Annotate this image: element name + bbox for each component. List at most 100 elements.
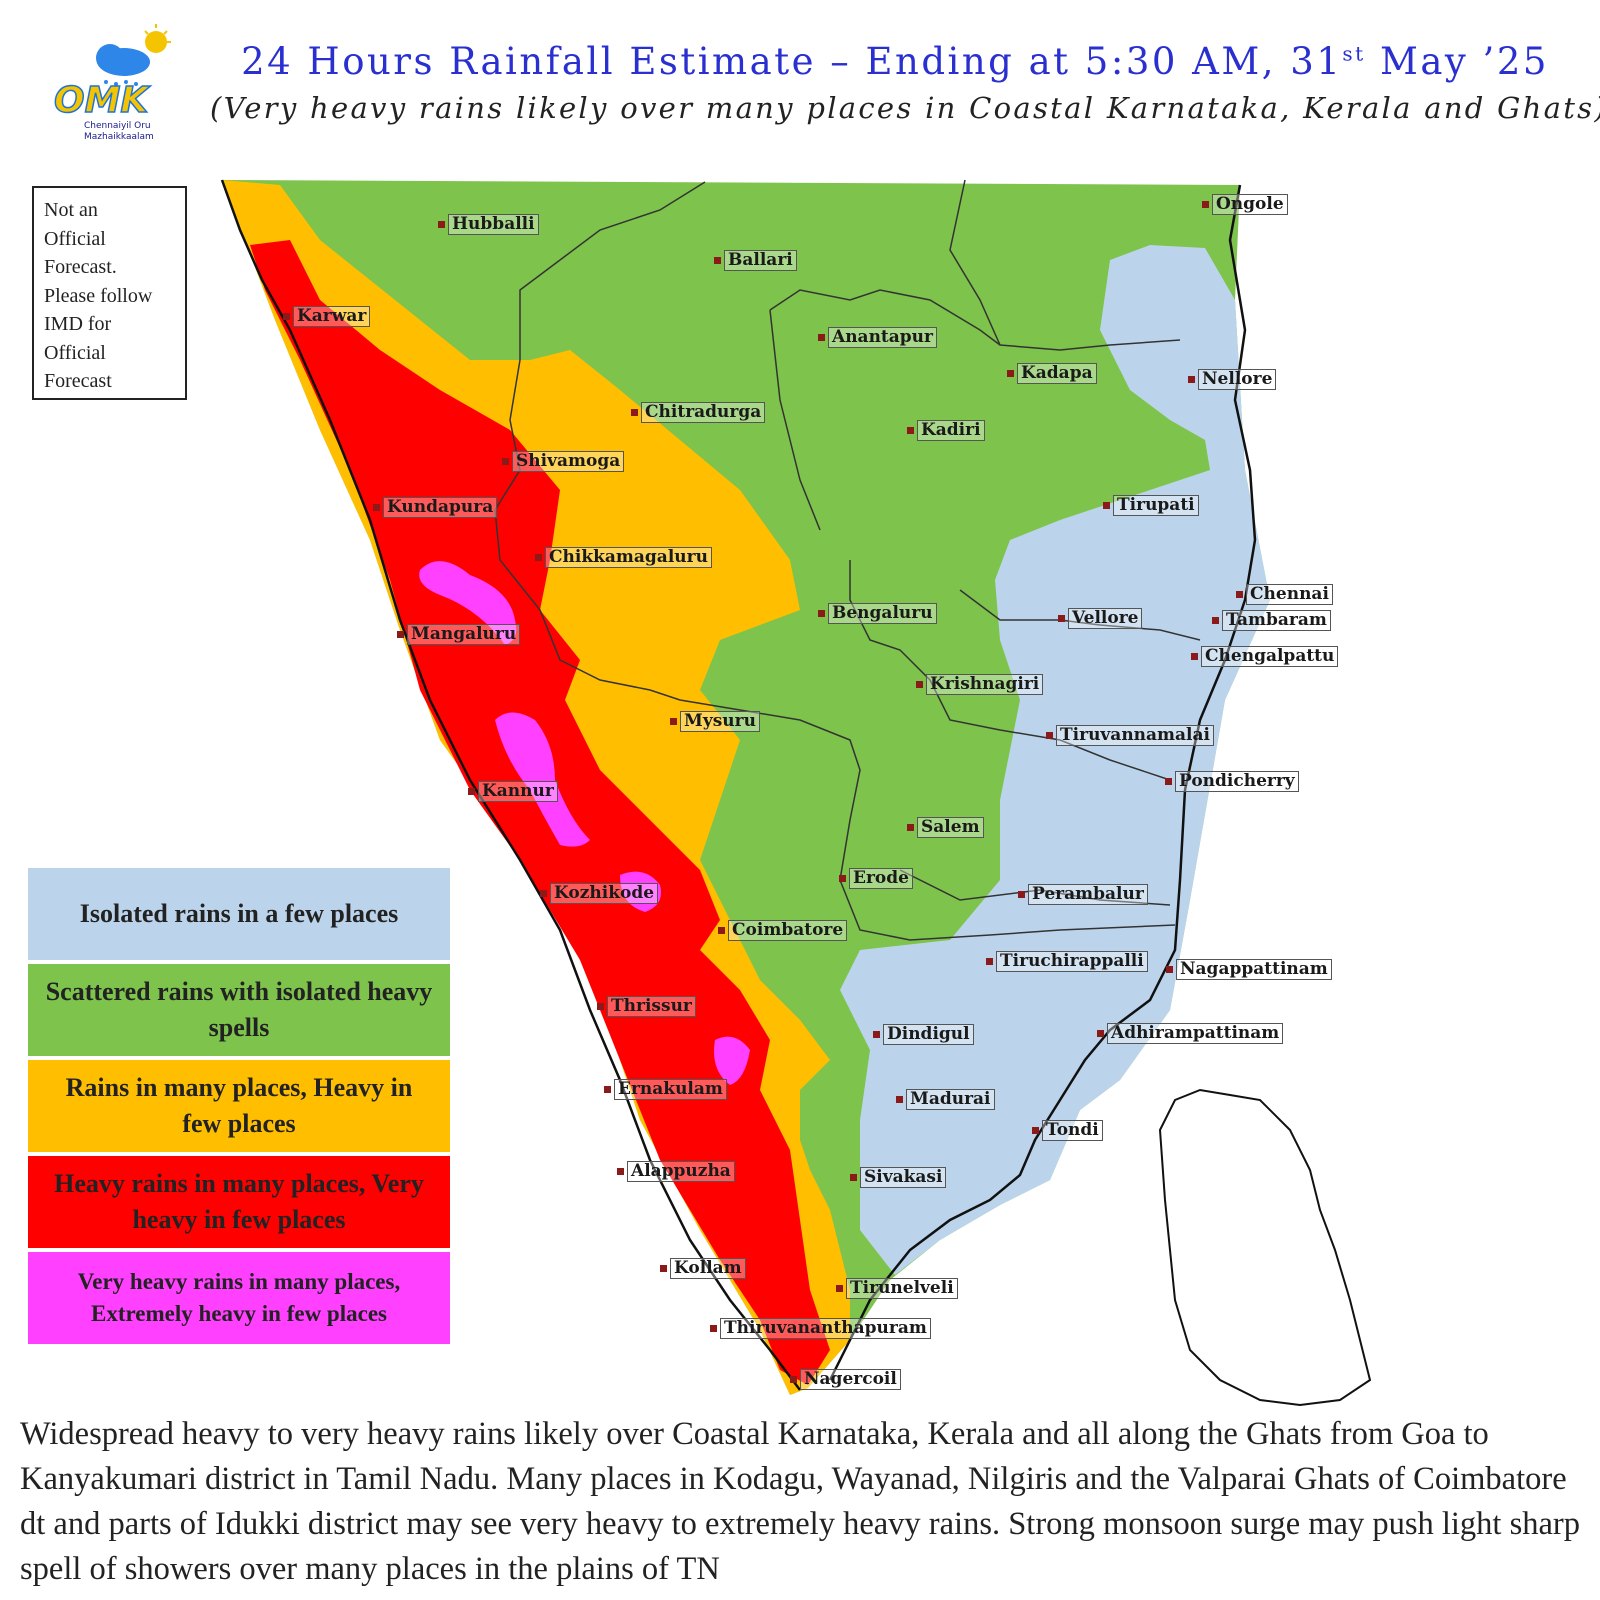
city-marker-icon <box>1202 201 1209 208</box>
city-tondi: Tondi <box>1032 1119 1103 1142</box>
city-anantapur: Anantapur <box>818 326 937 349</box>
city-chitradurga: Chitradurga <box>631 401 766 424</box>
city-marker-icon <box>850 1174 857 1181</box>
city-chengalpattu: Chengalpattu <box>1191 645 1339 668</box>
city-marker-icon <box>1236 591 1243 598</box>
city-marker-icon <box>1166 966 1173 973</box>
city-mysuru: Mysuru <box>670 710 760 733</box>
city-marker-icon <box>468 788 475 795</box>
city-marker-icon <box>1018 891 1025 898</box>
zone-red <box>250 240 830 1385</box>
rainfall-map <box>220 179 1372 1407</box>
city-tiruvannamalai: Tiruvannamalai <box>1046 724 1214 747</box>
page-subtitle: (Very heavy rains likely over many place… <box>210 91 1600 125</box>
omk-logo: OMK Chennaiyil Oru Mazhaikkaalam <box>6 14 176 144</box>
city-hubballi: Hubballi <box>438 213 539 236</box>
city-perambalur: Perambalur <box>1018 883 1148 906</box>
city-marker-icon <box>790 1376 797 1383</box>
legend-item-isolated: Isolated rains in a few places <box>28 868 450 960</box>
city-marker-icon <box>710 1325 717 1332</box>
city-kozhikode: Kozhikode <box>540 882 659 905</box>
city-marker-icon <box>1165 778 1172 785</box>
city-marker-icon <box>1058 615 1065 622</box>
legend-item-many-places: Rains in many places, Heavy in few place… <box>28 1060 450 1152</box>
svg-text:Mazhaikkaalam: Mazhaikkaalam <box>84 132 154 142</box>
city-marker-icon <box>818 334 825 341</box>
city-pondicherry: Pondicherry <box>1165 770 1299 793</box>
city-marker-icon <box>373 504 380 511</box>
city-marker-icon <box>714 257 721 264</box>
city-kundapura: Kundapura <box>373 496 498 519</box>
city-salem: Salem <box>907 816 984 839</box>
city-tiruchirappalli: Tiruchirappalli <box>986 950 1148 973</box>
city-adhirampattinam: Adhirampattinam <box>1097 1022 1284 1045</box>
city-marker-icon <box>1046 732 1053 739</box>
city-bengaluru: Bengaluru <box>818 602 937 625</box>
city-nagercoil: Nagercoil <box>790 1368 901 1391</box>
east-coastline <box>828 184 1257 1381</box>
city-marker-icon <box>283 313 290 320</box>
city-erode: Erode <box>839 867 913 890</box>
disclaimer-box: Not an Official Forecast. Please follow … <box>32 186 187 400</box>
city-marker-icon <box>670 718 677 725</box>
city-nellore: Nellore <box>1188 368 1277 391</box>
city-nagappattinam: Nagappattinam <box>1166 958 1332 981</box>
city-marker-icon <box>839 875 846 882</box>
city-chikkamagaluru: Chikkamagaluru <box>535 546 712 569</box>
svg-text:Chennaiyil Oru: Chennaiyil Oru <box>84 121 151 131</box>
city-marker-icon <box>1103 502 1110 509</box>
state-boundaries <box>494 179 1201 941</box>
city-thiruvananthapuram: Thiruvananthapuram <box>710 1317 931 1340</box>
legend-item-scattered: Scattered rains with isolated heavy spel… <box>28 964 450 1056</box>
city-mangaluru: Mangaluru <box>397 623 521 646</box>
page-title: 24 Hours Rainfall Estimate – Ending at 5… <box>241 40 1549 83</box>
city-vellore: Vellore <box>1058 607 1143 630</box>
city-tambaram: Tambaram <box>1212 609 1331 632</box>
city-marker-icon <box>597 1003 604 1010</box>
city-dindigul: Dindigul <box>873 1023 974 1046</box>
west-coastline <box>220 179 801 1391</box>
city-marker-icon <box>1032 1127 1039 1134</box>
header: 24 Hours Rainfall Estimate – Ending at 5… <box>210 40 1600 125</box>
city-ballari: Ballari <box>714 249 797 272</box>
city-ernakulam: Ernakulam <box>604 1078 727 1101</box>
city-marker-icon <box>907 427 914 434</box>
city-thrissur: Thrissur <box>597 995 696 1018</box>
city-marker-icon <box>604 1086 611 1093</box>
city-alappuzha: Alappuzha <box>617 1160 735 1183</box>
legend-item-very-heavy: Very heavy rains in many places, Extreme… <box>28 1252 450 1344</box>
city-marker-icon <box>1007 370 1014 377</box>
city-marker-icon <box>631 409 638 416</box>
city-kollam: Kollam <box>660 1257 746 1280</box>
city-marker-icon <box>873 1031 880 1038</box>
city-marker-icon <box>535 554 542 561</box>
city-shivamoga: Shivamoga <box>502 450 625 473</box>
city-marker-icon <box>916 681 923 688</box>
city-marker-icon <box>502 458 509 465</box>
city-kadapa: Kadapa <box>1007 362 1097 385</box>
city-marker-icon <box>836 1285 843 1292</box>
city-marker-icon <box>1188 376 1195 383</box>
city-marker-icon <box>438 221 445 228</box>
city-madurai: Madurai <box>896 1088 995 1111</box>
legend-item-heavy: Heavy rains in many places, Very heavy i… <box>28 1156 450 1248</box>
city-ongole: Ongole <box>1202 193 1288 216</box>
city-tirunelveli: Tirunelveli <box>836 1277 958 1300</box>
city-krishnagiri: Krishnagiri <box>916 673 1044 696</box>
city-marker-icon <box>896 1096 903 1103</box>
city-karwar: Karwar <box>283 305 371 328</box>
city-marker-icon <box>818 610 825 617</box>
legend: Isolated rains in a few places Scattered… <box>28 868 450 1348</box>
city-marker-icon <box>660 1265 667 1272</box>
city-marker-icon <box>718 927 725 934</box>
city-coimbatore: Coimbatore <box>718 919 848 942</box>
city-sivakasi: Sivakasi <box>850 1166 947 1189</box>
city-kannur: Kannur <box>468 780 558 803</box>
sri-lanka-outline <box>1158 1088 1372 1407</box>
svg-text:OMK: OMK <box>54 80 151 121</box>
zone-blue <box>840 245 1270 1275</box>
city-marker-icon <box>617 1168 624 1175</box>
city-marker-icon <box>907 824 914 831</box>
city-marker-icon <box>397 631 404 638</box>
city-marker-icon <box>1212 617 1219 624</box>
